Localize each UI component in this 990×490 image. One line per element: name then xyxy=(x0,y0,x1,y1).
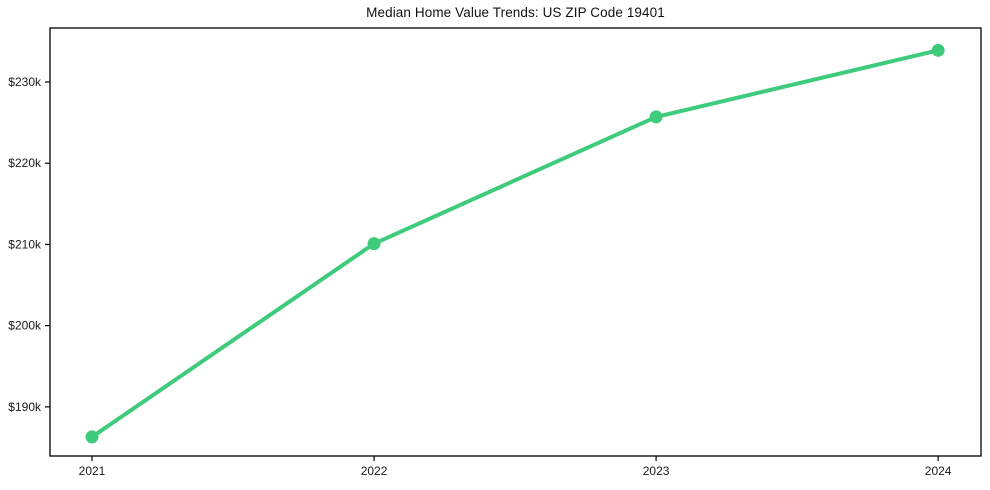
x-tick-label: 2022 xyxy=(361,464,388,478)
y-tick-label: $230k xyxy=(8,75,42,89)
y-tick-label: $200k xyxy=(8,319,42,333)
data-point xyxy=(649,110,663,124)
y-tick-label: $220k xyxy=(8,156,42,170)
x-tick-label: 2023 xyxy=(643,464,670,478)
data-point xyxy=(931,43,945,57)
x-tick-label: 2021 xyxy=(79,464,106,478)
data-point xyxy=(367,237,381,251)
plot-border xyxy=(49,27,982,457)
chart-title: Median Home Value Trends: US ZIP Code 19… xyxy=(366,5,665,20)
y-tick-label: $190k xyxy=(8,400,42,414)
y-tick-label: $210k xyxy=(8,237,42,251)
x-tick-label: 2024 xyxy=(925,464,952,478)
trend-line xyxy=(90,48,941,439)
data-point xyxy=(85,430,99,444)
